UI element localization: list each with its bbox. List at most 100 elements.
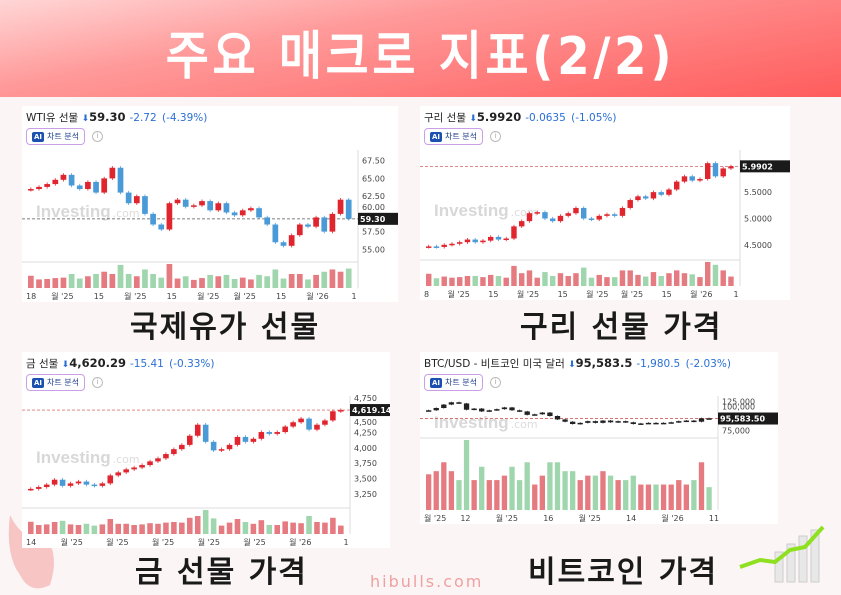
candle-body bbox=[441, 404, 447, 408]
volume-bar bbox=[280, 278, 287, 288]
x-tick-label: 18 bbox=[26, 292, 36, 301]
instrument-header: BTC/USD - 비트코인 미국 달러 ⬇95,583.5 -1,980.5 (… bbox=[424, 356, 731, 371]
volume-bar bbox=[182, 276, 189, 288]
x-tick-label: 15 bbox=[558, 290, 568, 299]
info-icon[interactable]: i bbox=[490, 131, 501, 142]
volume-bar bbox=[266, 525, 273, 534]
volume-bar bbox=[539, 475, 545, 510]
candle-body bbox=[600, 420, 606, 423]
x-tick-label: 15 bbox=[167, 292, 177, 301]
volume-bar bbox=[509, 466, 515, 510]
volume-bar bbox=[131, 525, 137, 534]
volume-bar bbox=[501, 475, 508, 510]
price: 59.30 bbox=[89, 110, 126, 124]
x-tick-label: 1 bbox=[733, 290, 738, 299]
ai-chart-analysis-button[interactable]: AI 차트 분석 bbox=[26, 128, 86, 145]
x-tick-label: 월 '25 bbox=[152, 537, 174, 547]
ai-chart-analysis-button[interactable]: AI 차트 분석 bbox=[424, 128, 484, 145]
y-tick-label: 125,000 bbox=[722, 398, 755, 407]
candle-body bbox=[248, 208, 254, 211]
candle-body bbox=[565, 213, 571, 216]
ai-chart-analysis-button[interactable]: AI 차트 분석 bbox=[424, 374, 484, 391]
x-tick-label: 월 '25 bbox=[124, 291, 146, 301]
y-tick-label: 5.0000 bbox=[744, 214, 772, 223]
candle-body bbox=[623, 421, 629, 423]
candle-body bbox=[75, 481, 82, 484]
candle-body bbox=[643, 196, 649, 199]
volume-bar bbox=[456, 480, 462, 510]
volume-bar bbox=[532, 484, 538, 510]
volume-bar bbox=[107, 519, 114, 534]
y-tick-label: 3,500 bbox=[354, 475, 377, 484]
candle-body bbox=[511, 226, 517, 239]
volume-bar bbox=[35, 525, 42, 534]
volume-bar bbox=[60, 277, 67, 288]
volume-bar bbox=[488, 274, 494, 286]
candle-body bbox=[199, 201, 205, 206]
volume-bar bbox=[338, 525, 344, 534]
y-tick-label: 55.00 bbox=[362, 245, 385, 254]
candle-body bbox=[274, 432, 281, 434]
candle-body bbox=[532, 414, 538, 416]
x-tick-label: 월 '25 bbox=[234, 291, 256, 301]
candle-body bbox=[519, 221, 525, 227]
price-chart[interactable]: Investing .com 4,750 4,500 4,250 4,000 3,750 3,… bbox=[22, 352, 390, 548]
info-icon[interactable]: i bbox=[92, 131, 103, 142]
candle-body bbox=[93, 181, 99, 193]
candle-body bbox=[51, 479, 58, 485]
candle-body bbox=[494, 409, 500, 411]
y-tick-label: 100,000 bbox=[722, 403, 755, 412]
info-icon[interactable]: i bbox=[92, 377, 103, 388]
volume-bar bbox=[433, 471, 439, 510]
candle-body bbox=[457, 242, 463, 244]
volume-bar bbox=[479, 466, 485, 510]
volume-bar bbox=[638, 484, 644, 510]
candle-body bbox=[155, 458, 161, 462]
volume-bar bbox=[557, 273, 564, 286]
volume-bar bbox=[464, 276, 471, 286]
volume-bar bbox=[166, 264, 173, 288]
volume-bar bbox=[68, 273, 75, 288]
ai-button-label: 차트 분석 bbox=[445, 132, 478, 141]
x-tick-label: 월 '25 bbox=[517, 289, 539, 299]
volume-bar bbox=[542, 272, 548, 286]
candle-body bbox=[125, 192, 132, 204]
chart-caption: 금 선물 가격 bbox=[135, 555, 308, 590]
volume-bar bbox=[720, 270, 726, 286]
volume-bar bbox=[554, 462, 561, 510]
volume-bar bbox=[321, 271, 328, 288]
volume-bar bbox=[441, 276, 447, 286]
volume-bar bbox=[250, 523, 257, 534]
bull-logo-icon bbox=[8, 515, 54, 589]
investing-watermark: Investing bbox=[36, 448, 111, 467]
volume-bar bbox=[171, 522, 177, 534]
x-tick-label: 15 bbox=[488, 290, 498, 299]
candle-body bbox=[258, 432, 265, 439]
candle-body bbox=[282, 426, 288, 433]
volume-bar bbox=[480, 277, 486, 286]
last-price-label: 4,619.14 bbox=[352, 406, 390, 415]
volume-bar bbox=[163, 522, 169, 534]
volume-bar bbox=[448, 471, 455, 510]
title-banner: 주요 매크로 지표(2/2) bbox=[0, 0, 841, 97]
candle-body bbox=[471, 408, 477, 411]
ai-chart-analysis-button[interactable]: AI 차트 분석 bbox=[26, 374, 86, 391]
instrument-name: WTI유 선물 bbox=[26, 112, 79, 124]
candle-body bbox=[314, 424, 320, 430]
volume-bar bbox=[547, 462, 553, 510]
candle-body bbox=[133, 196, 140, 204]
price-chart[interactable]: Investing .com 5.5000 5.0000 4.5000 5.9902 8 월 … bbox=[420, 106, 790, 300]
volume-bar bbox=[619, 270, 626, 286]
candle-body bbox=[215, 203, 222, 211]
x-tick-label: 월 '25 bbox=[621, 289, 643, 299]
volume-bar bbox=[43, 524, 50, 534]
candle-body bbox=[83, 481, 90, 485]
instrument-header: 구리 선물 ⬇5.9920 -0.0635 (-1.05%) bbox=[424, 110, 616, 125]
candle-body bbox=[464, 239, 471, 243]
info-icon[interactable]: i bbox=[490, 377, 501, 388]
investing-watermark-suffix: .com bbox=[511, 206, 538, 219]
price-chart[interactable]: Investing .com 67.50 65.00 62.50 60.00 57.50 55… bbox=[22, 106, 398, 302]
candle-body bbox=[76, 185, 83, 190]
